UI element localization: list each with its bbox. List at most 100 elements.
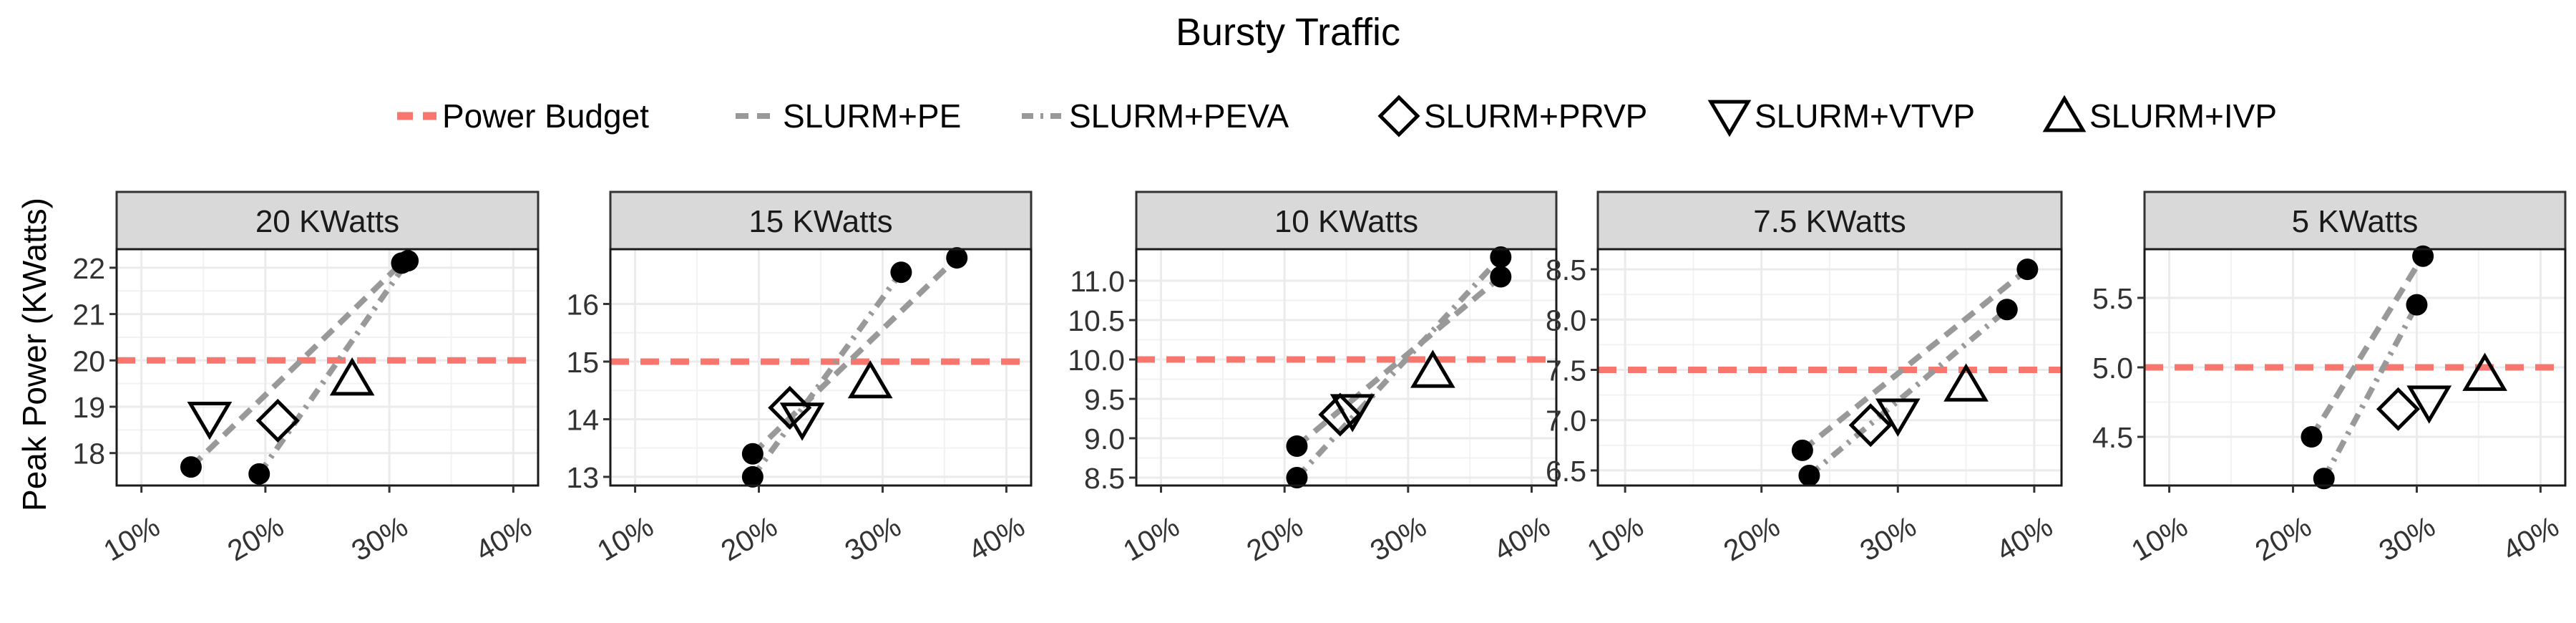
panel-5-vtvp-marker bbox=[2406, 385, 2452, 424]
legend-label-2: SLURM+PE bbox=[783, 97, 961, 135]
panel-1-x-tick-label: 40% bbox=[470, 510, 537, 568]
panel-3-x-tick-label: 20% bbox=[1241, 510, 1308, 568]
legend-label-1: Power Budget bbox=[442, 97, 649, 135]
panel-3-x-tick-label: 30% bbox=[1365, 510, 1432, 568]
panel-2-x-tick-label: 20% bbox=[716, 510, 783, 568]
panel-4-x-tick-label: 20% bbox=[1718, 510, 1785, 568]
panel-1-vtvp-marker bbox=[187, 402, 233, 440]
panel-4-panel-border bbox=[1596, 248, 2063, 487]
panel-1-y-tick-label: 22 bbox=[72, 252, 105, 285]
panel-4-ivp-marker bbox=[1943, 363, 1989, 402]
panel-3-strip-label: 10 KWatts bbox=[1274, 204, 1418, 239]
panel-3-vtvp-marker bbox=[1330, 394, 1375, 433]
panel-5-peva-line bbox=[2321, 303, 2419, 480]
legend-label-3: SLURM+PEVA bbox=[1069, 97, 1289, 135]
legend-label-4: SLURM+PRVP bbox=[1424, 97, 1647, 135]
panel-4-data-point-1 bbox=[1791, 439, 1813, 461]
panel-5-y-tick-label: 4.5 bbox=[2092, 421, 2133, 454]
panel-2-y-tick-label: 13 bbox=[566, 461, 599, 494]
panel-2-vtvp-marker bbox=[779, 402, 825, 441]
panel-3-data-point-4 bbox=[1490, 246, 1512, 268]
panel-1-x-tick-label: 10% bbox=[98, 510, 165, 568]
panel-5-x-tick-label: 10% bbox=[2126, 510, 2193, 568]
panel-4-y-tick-label: 8.0 bbox=[1546, 304, 1586, 337]
panel-5-y-tick-label: 5.5 bbox=[2092, 282, 2133, 315]
panel-2-y-tick-label: 15 bbox=[566, 346, 599, 379]
panel-3-peva-line bbox=[1294, 255, 1503, 480]
panel-1-y-tick-label: 18 bbox=[72, 438, 105, 470]
panel-4-prvp-marker bbox=[1848, 403, 1893, 448]
panel-2-strip bbox=[609, 190, 1033, 251]
panel-3-x-tick-label: 10% bbox=[1118, 510, 1185, 568]
panel-5-prvp-marker bbox=[2376, 387, 2421, 431]
panel-5-strip-label: 5 KWatts bbox=[2292, 204, 2419, 239]
panel-3-y-tick-label: 11.0 bbox=[1070, 265, 1125, 298]
panel-2-x-tick-label: 40% bbox=[963, 510, 1030, 568]
panel-2-x-tick-label: 10% bbox=[592, 510, 659, 568]
panel-2-data-point-3 bbox=[741, 465, 763, 488]
panel-2-data-point-4 bbox=[890, 261, 912, 284]
panel-3-ivp-marker bbox=[1410, 349, 1455, 388]
panel-4-pe-line bbox=[1800, 266, 2029, 453]
panel-4-x-tick-label: 40% bbox=[1991, 510, 2058, 568]
panel-3-y-tick-label: 10.0 bbox=[1068, 344, 1125, 377]
panel-1-peva-line bbox=[256, 259, 411, 476]
panel-1-strip-label: 20 KWatts bbox=[255, 204, 399, 239]
panel-3-y-tick-label: 9.0 bbox=[1084, 422, 1125, 455]
panel-1-strip bbox=[115, 190, 540, 251]
panel-4-data-point-2 bbox=[2016, 259, 2039, 281]
panel-5-pe-line bbox=[2309, 254, 2426, 439]
panel-4-data-point-3 bbox=[1798, 464, 1820, 486]
panel-3-data-point-3 bbox=[1286, 467, 1308, 488]
panel-4-data-point-4 bbox=[1996, 299, 2018, 321]
panel-1-data-point-4 bbox=[397, 250, 419, 272]
panel-2-pe-line bbox=[751, 256, 960, 456]
panel-3-y-tick-label: 9.5 bbox=[1084, 383, 1125, 416]
panel-5-y-tick-label: 5.0 bbox=[2092, 352, 2133, 385]
panel-3-strip bbox=[1135, 190, 1558, 251]
legend-label-5: SLURM+VTVP bbox=[1755, 97, 1975, 135]
panel-2-strip-label: 15 KWatts bbox=[748, 204, 892, 239]
panel-3-y-tick-label: 10.5 bbox=[1068, 304, 1125, 337]
panel-5-data-point-2 bbox=[2412, 245, 2434, 267]
panel-4-y-tick-label: 7.0 bbox=[1546, 405, 1586, 438]
panel-1-y-tick-label: 20 bbox=[72, 344, 105, 377]
panel-4-peva-line bbox=[1807, 307, 2009, 478]
panel-1-data-point-1 bbox=[180, 456, 202, 478]
panel-2-prvp-marker bbox=[768, 385, 812, 430]
panel-5-ivp-marker bbox=[2462, 352, 2507, 391]
legend-key-6 bbox=[2042, 95, 2087, 132]
panel-5-data-point-1 bbox=[2301, 426, 2323, 448]
panel-2-y-tick-label: 14 bbox=[566, 403, 599, 436]
panel-2-data-point-2 bbox=[946, 247, 968, 269]
panel-3-y-tick-label: 8.5 bbox=[1084, 462, 1125, 495]
legend-key-5 bbox=[1707, 100, 1752, 137]
panel-5-x-tick-label: 30% bbox=[2373, 510, 2441, 568]
panel-2-ivp-marker bbox=[847, 359, 893, 399]
panel-5-data-point-4 bbox=[2406, 294, 2428, 316]
panel-3-panel-border bbox=[1135, 248, 1558, 487]
panel-4-strip bbox=[1596, 190, 2063, 251]
panel-2-panel-border bbox=[609, 248, 1033, 487]
panel-3-data-point-2 bbox=[1490, 266, 1512, 288]
panel-4-strip-label: 7.5 KWatts bbox=[1753, 204, 1906, 239]
panel-4-y-tick-label: 8.5 bbox=[1546, 253, 1586, 286]
panel-5-x-tick-label: 40% bbox=[2497, 510, 2565, 568]
chart-title: Bursty Traffic bbox=[1175, 11, 1401, 54]
panel-4-y-tick-label: 7.5 bbox=[1546, 354, 1586, 387]
panel-4-y-tick-label: 6.5 bbox=[1546, 455, 1586, 488]
legend-key-4 bbox=[1377, 95, 1420, 137]
panel-4-vtvp-marker bbox=[1875, 398, 1921, 437]
legend-label-6: SLURM+IVP bbox=[2089, 97, 2277, 135]
panel-1-y-tick-label: 19 bbox=[72, 391, 105, 424]
panel-2-data-point-1 bbox=[741, 443, 763, 465]
panel-4-x-tick-label: 10% bbox=[1581, 510, 1649, 568]
panel-5-x-tick-label: 20% bbox=[2250, 510, 2317, 568]
panel-1-panel-border bbox=[115, 248, 540, 487]
panel-1-prvp-marker bbox=[255, 398, 300, 443]
panel-1-data-point-3 bbox=[248, 463, 270, 485]
panel-3-prvp-marker bbox=[1318, 392, 1362, 437]
panel-2-y-tick-label: 16 bbox=[566, 288, 599, 321]
panel-5-data-point-3 bbox=[2313, 468, 2335, 490]
